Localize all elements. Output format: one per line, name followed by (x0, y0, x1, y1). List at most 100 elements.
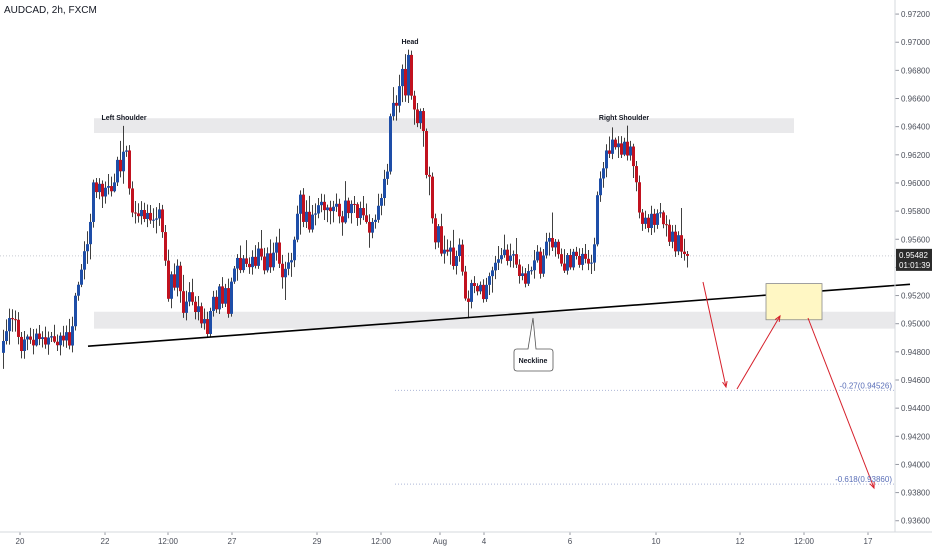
x-tick-label: 17 (864, 537, 873, 546)
candle-body (428, 174, 431, 177)
candle-body (17, 319, 20, 337)
candle-body (152, 219, 155, 221)
candle-body (536, 251, 539, 261)
candle-body (230, 281, 233, 314)
candle-body (239, 257, 242, 271)
candle-body (527, 271, 530, 284)
candle-body (41, 337, 44, 340)
candle-body (521, 273, 524, 276)
candle-body (227, 288, 230, 314)
y-tick-label: 0.97200 (901, 10, 930, 19)
drawing-layer (87, 281, 911, 490)
candle-body (485, 284, 488, 300)
candle-body (386, 171, 389, 179)
candle-body (221, 286, 224, 304)
candle-body (158, 209, 161, 219)
candle-body (293, 239, 296, 261)
candle-body (368, 221, 371, 233)
candle-body (188, 292, 191, 302)
candle-body (56, 341, 59, 346)
left-shoulder-label: Left Shoulder (101, 115, 146, 122)
candle-body (629, 146, 632, 156)
candle-body (581, 253, 584, 265)
candle-body (338, 203, 341, 217)
candle-body (362, 208, 365, 216)
projection-arrowhead (869, 481, 875, 490)
candle-body (545, 241, 548, 256)
candle-body (350, 203, 353, 214)
candle-body (344, 200, 347, 223)
x-tick-label: 12:00 (158, 537, 179, 546)
candle-body (455, 256, 458, 266)
bar-countdown: 01:01:39 (899, 261, 931, 270)
support-zone (94, 311, 895, 329)
candle-body (518, 264, 521, 276)
candle-body (212, 296, 215, 312)
candle-body (185, 301, 188, 313)
candle-body (320, 201, 323, 206)
candle-body (2, 341, 5, 353)
candle-body (296, 213, 299, 240)
candle-body (590, 262, 593, 264)
candle-body (578, 256, 581, 265)
candle-body (20, 336, 23, 352)
candle-body (473, 283, 476, 286)
candle-body (71, 326, 74, 346)
candle-body (419, 111, 422, 124)
candle-body (194, 301, 197, 313)
y-tick-label: 0.94200 (901, 432, 930, 441)
candle-body (635, 166, 638, 183)
candle-body (11, 318, 14, 320)
candle-body (593, 244, 596, 263)
fib-level-label: -0.27(0.94526) (840, 381, 893, 390)
candle-body (413, 95, 416, 110)
candle-body (662, 212, 665, 225)
candle-body (563, 263, 566, 271)
candle-body (674, 231, 677, 252)
candle-body (626, 141, 629, 156)
candle-body (509, 255, 512, 261)
candle-body (464, 271, 467, 299)
candle-body (548, 237, 551, 242)
y-tick-label: 0.95800 (901, 207, 930, 216)
candle-body (29, 336, 32, 340)
candle-body (308, 211, 311, 230)
candle-body (164, 232, 167, 261)
candle-body (458, 244, 461, 257)
candle-body (65, 332, 68, 341)
candle-body (554, 241, 557, 248)
candle-body (197, 306, 200, 313)
candle-body (335, 203, 338, 207)
candle-body (380, 198, 383, 206)
candle-body (104, 187, 107, 197)
candle-body (80, 269, 83, 285)
candle-body (623, 141, 626, 155)
candle-body (443, 249, 446, 254)
x-tick-label: 4 (482, 537, 487, 546)
projection-arrow (702, 281, 727, 388)
x-tick-label: 10 (652, 537, 661, 546)
candle-body (131, 188, 134, 213)
candle-body (392, 102, 395, 117)
candle-body (263, 256, 266, 271)
candle-body (611, 139, 614, 154)
candle-body (542, 255, 545, 274)
candle-body (89, 221, 92, 245)
candle-body (569, 255, 572, 268)
candle-body (290, 260, 293, 263)
candle-body (359, 208, 362, 219)
candle-body (482, 284, 485, 300)
candle-body (209, 311, 212, 334)
candle-body (557, 241, 560, 255)
candle-body (314, 213, 317, 215)
candle-body (236, 257, 239, 269)
y-tick-label: 0.95000 (901, 320, 930, 329)
y-tick-label: 0.94400 (901, 404, 930, 413)
candle-body (74, 295, 77, 327)
candle-body (299, 194, 302, 214)
y-tick-label: 0.96000 (901, 179, 930, 188)
right-shoulder-label: Right Shoulder (599, 115, 649, 122)
candle-body (356, 204, 359, 219)
candle-body (287, 262, 290, 269)
candle-body (656, 213, 659, 225)
